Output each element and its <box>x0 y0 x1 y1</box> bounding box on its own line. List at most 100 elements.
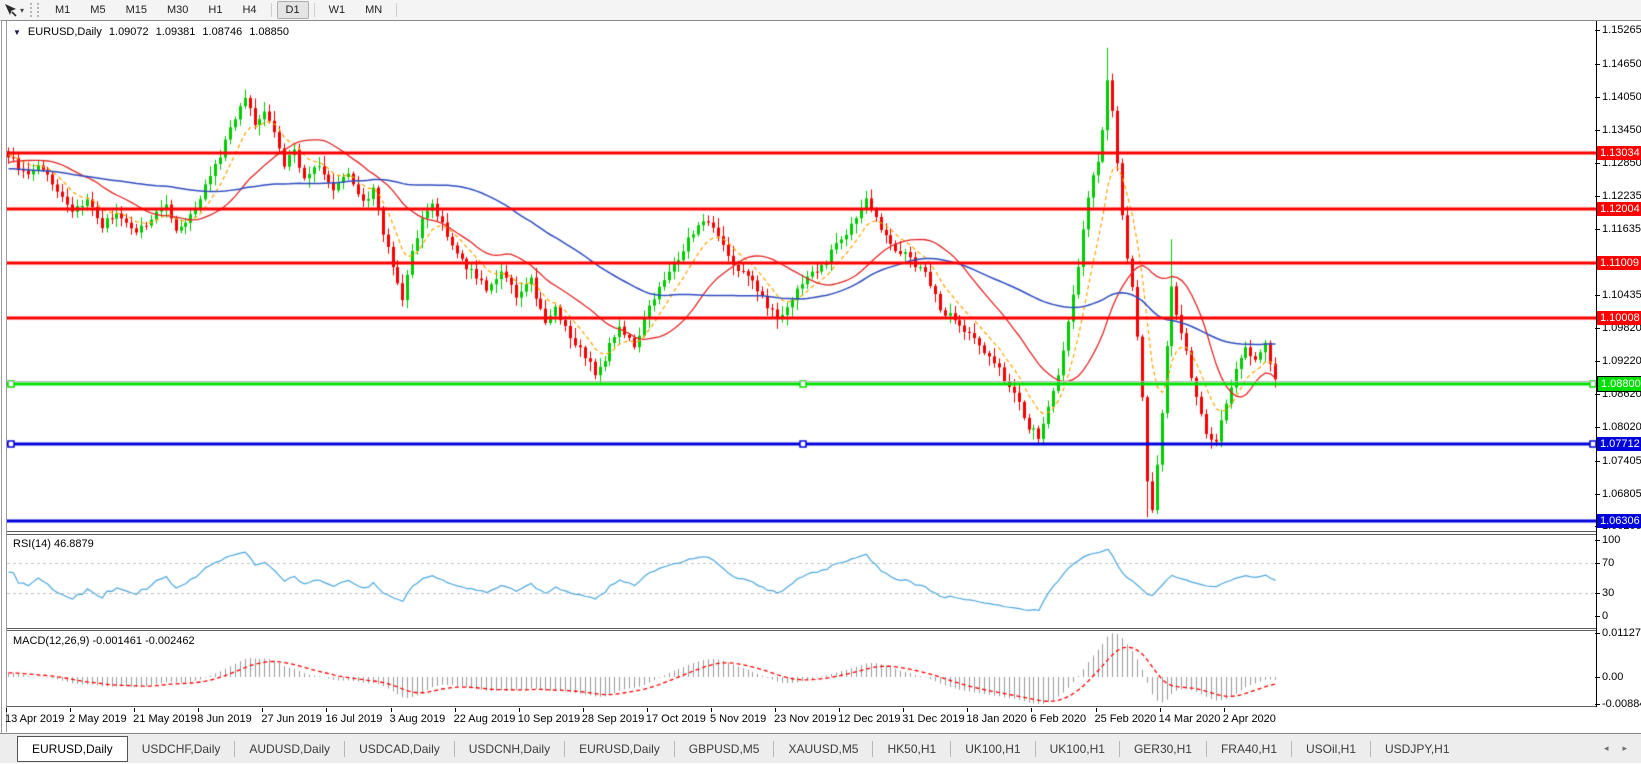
tab-item[interactable]: USDJPY,H1 <box>1370 740 1463 757</box>
macd-scale-tick: 0.011277 <box>1594 627 1641 639</box>
price-line-label: 1.11009 <box>1597 256 1641 271</box>
price-axis-line <box>1596 21 1597 707</box>
price-line-label: 1.10008 <box>1597 311 1641 326</box>
y-axis-tick: 1.07405 <box>1595 454 1641 467</box>
tab-active[interactable]: EURUSD,Daily <box>17 735 128 762</box>
x-axis-date: 6 Feb 2020 <box>1030 708 1087 725</box>
x-axis-date: 13 Apr 2019 <box>5 708 65 725</box>
timeframe-button-h1[interactable]: H1 <box>208 4 223 16</box>
chart-low: 1.08746 <box>202 26 243 38</box>
y-axis-tick: 1.12850 <box>1595 156 1641 169</box>
chart-symbol: EURUSD,Daily <box>27 26 102 38</box>
price-line-label: 1.12004 <box>1597 201 1641 216</box>
timeframe-toolbar: ▾ M1 M5 M15 M30 H1 H4 D1 W1 MN <box>0 0 1641 21</box>
tab-item[interactable]: USOil,H1 <box>1291 740 1370 757</box>
y-axis-tick: 1.09220 <box>1595 355 1641 368</box>
chevron-down-icon[interactable]: ▾ <box>20 5 25 15</box>
x-axis-date: 8 Jun 2019 <box>197 708 252 725</box>
x-axis-date: 5 Nov 2019 <box>709 708 767 725</box>
tab-item[interactable]: UK100,H1 <box>1034 740 1119 757</box>
x-axis-date: 16 Jul 2019 <box>325 708 383 725</box>
toolbar-grip <box>30 3 40 17</box>
y-axis-tick: 1.14650 <box>1595 58 1641 71</box>
timeframe-button-m1[interactable]: M1 <box>55 4 71 16</box>
tab-item[interactable]: EURUSD,Daily <box>564 740 674 757</box>
x-axis-date: 3 Aug 2019 <box>389 708 446 725</box>
x-axis-date: 25 Feb 2020 <box>1094 708 1157 725</box>
x-axis-date: 17 Oct 2019 <box>645 708 706 725</box>
y-axis-tick: 1.12235 <box>1595 190 1641 203</box>
rsi-scale-tick: 30 <box>1594 587 1615 600</box>
price-line-label: 1.08800 <box>1597 376 1641 393</box>
chart-title: ▼ EURUSD,Daily 1.09072 1.09381 1.08746 1… <box>13 26 289 38</box>
chart-frame-inner-left <box>6 21 7 732</box>
x-axis-date: 28 Sep 2019 <box>581 708 645 725</box>
chart-frame-top <box>1 20 1641 21</box>
rsi-scale-tick: 0 <box>1594 610 1609 622</box>
y-axis-tick: 1.13450 <box>1595 123 1641 136</box>
timeframe-button-m15[interactable]: M15 <box>125 4 147 16</box>
macd-indicator-canvas[interactable] <box>7 631 1596 706</box>
y-axis-tick: 1.09820 <box>1595 322 1641 335</box>
price-line-label: 1.13034 <box>1597 145 1641 160</box>
pane-separator <box>7 706 1596 707</box>
tabbar-top-border <box>0 733 1641 734</box>
chart-close: 1.08850 <box>249 26 289 38</box>
x-axis-date: 18 Jan 2020 <box>966 708 1027 725</box>
price-line-label: 1.07712 <box>1597 436 1641 451</box>
rsi-scale-tick: 100 <box>1594 534 1621 546</box>
x-axis-date: 23 Nov 2019 <box>774 708 837 725</box>
x-axis-date: 12 Dec 2019 <box>838 708 901 725</box>
tab-item[interactable]: XAUUSD,M5 <box>773 740 872 757</box>
timeframe-button-h4[interactable]: H4 <box>242 4 257 16</box>
timeframe-button-w1[interactable]: W1 <box>328 4 346 16</box>
toolbar-separator <box>396 3 398 17</box>
tab-item[interactable]: USDCHF,Daily <box>141 741 221 756</box>
macd-scale-tick: -0.008845 <box>1595 698 1641 710</box>
chart-high: 1.09381 <box>155 26 196 38</box>
price-line-label: 1.06306 <box>1597 513 1641 528</box>
x-axis-date: 10 Sep 2019 <box>517 708 581 725</box>
triangle-down-icon[interactable]: ▼ <box>13 27 21 37</box>
rsi-scale-tick: 70 <box>1594 556 1615 569</box>
tab-item[interactable]: UK100,H1 <box>950 740 1034 757</box>
y-axis-tick: 1.10435 <box>1595 288 1641 301</box>
x-axis-date: 21 May 2019 <box>133 708 197 725</box>
macd-scale-tick: 0.00 <box>1594 671 1624 683</box>
y-axis-tick: 1.06805 <box>1595 487 1641 500</box>
tab-item[interactable]: GBPUSD,M5 <box>673 740 774 757</box>
chart-frame-left <box>1 20 2 763</box>
x-axis-date: 2 Apr 2020 <box>1222 708 1276 725</box>
chart-open: 1.09072 <box>108 26 149 38</box>
timeframe-button-mn[interactable]: MN <box>365 4 383 16</box>
y-axis-tick: 1.11635 <box>1595 223 1641 236</box>
rsi-indicator-canvas[interactable] <box>7 535 1596 628</box>
pane-separator[interactable] <box>7 531 1596 532</box>
pane-separator <box>7 534 1596 535</box>
tab-scroll-left-icon[interactable]: ◂ <box>1603 743 1609 753</box>
tab-item[interactable]: HK50,H1 <box>872 740 950 757</box>
tab-item[interactable]: FRA40,H1 <box>1205 740 1291 757</box>
cursor-tool-icon[interactable] <box>3 3 19 17</box>
y-axis-tick: 1.14050 <box>1595 90 1641 103</box>
tab-scroll-right-icon[interactable]: ▸ <box>1622 743 1627 753</box>
rsi-label: RSI(14) 46.8879 <box>13 538 94 550</box>
price-chart-canvas[interactable] <box>7 22 1596 531</box>
x-axis-date: 27 Jun 2019 <box>261 708 322 725</box>
tab-item[interactable]: USDCAD,Daily <box>344 740 454 757</box>
timeframe-button-m5[interactable]: M5 <box>90 4 106 16</box>
x-axis-date: 22 Aug 2019 <box>453 708 516 725</box>
macd-label: MACD(12,26,9) -0.001461 -0.002462 <box>13 635 195 647</box>
tab-item[interactable]: USDCNH,Daily <box>453 740 564 757</box>
y-axis-tick: 1.08020 <box>1595 421 1641 433</box>
x-axis-date: 14 Mar 2020 <box>1158 708 1221 725</box>
x-axis-date: 2 May 2019 <box>69 708 127 725</box>
pane-separator[interactable] <box>7 628 1596 629</box>
timeframe-button-d1[interactable]: D1 <box>276 1 309 19</box>
tab-item[interactable]: GER30,H1 <box>1118 740 1206 757</box>
tab-item[interactable]: AUDUSD,Daily <box>234 740 344 757</box>
y-axis-tick: 1.15265 <box>1595 24 1641 37</box>
timeframe-button-m30[interactable]: M30 <box>166 4 189 16</box>
x-axis-date: 31 Dec 2019 <box>902 708 965 725</box>
